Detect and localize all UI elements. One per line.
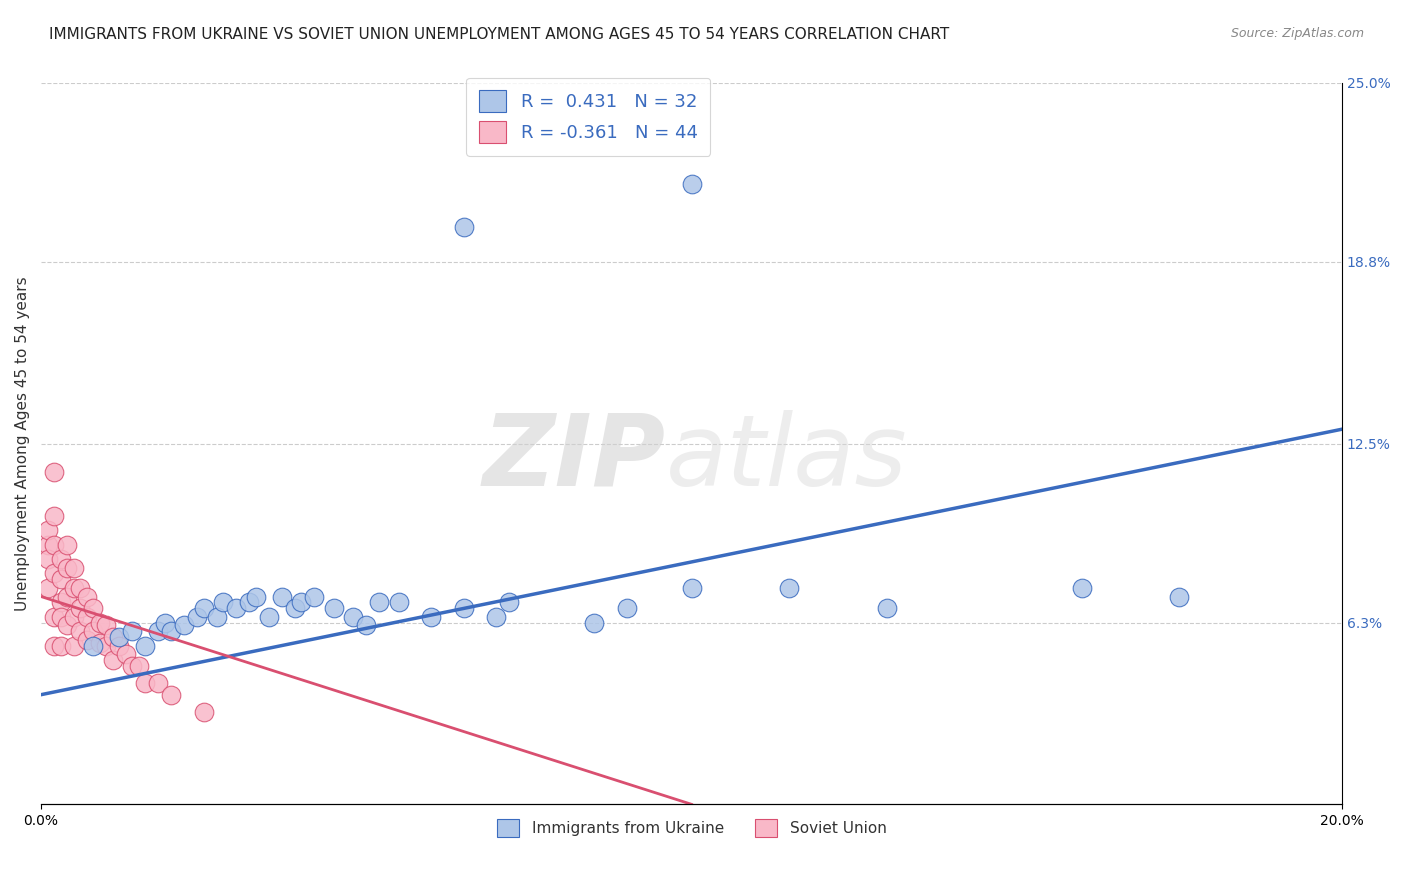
Point — [212, 595, 235, 609]
Legend: Immigrants from Ukraine, Soviet Union: Immigrants from Ukraine, Soviet Union — [491, 813, 893, 844]
Text: Source: ZipAtlas.com: Source: ZipAtlas.com — [1230, 27, 1364, 40]
Point — [453, 601, 475, 615]
Point — [62, 609, 84, 624]
Point — [108, 639, 131, 653]
Point — [49, 609, 72, 624]
Point — [1070, 581, 1092, 595]
Point — [148, 624, 170, 639]
Point — [82, 624, 104, 639]
Point — [205, 609, 228, 624]
Point — [69, 601, 91, 615]
Point — [681, 581, 703, 595]
Point — [173, 618, 195, 632]
Point — [356, 618, 378, 632]
Point — [160, 624, 183, 639]
Point — [76, 609, 98, 624]
Point — [82, 601, 104, 615]
Point — [56, 560, 79, 574]
Point — [89, 615, 111, 630]
Point — [186, 609, 208, 624]
Point — [134, 639, 156, 653]
Point — [49, 552, 72, 566]
Point — [485, 609, 508, 624]
Point — [42, 466, 65, 480]
Point — [284, 601, 307, 615]
Point — [37, 552, 59, 566]
Text: IMMIGRANTS FROM UKRAINE VS SOVIET UNION UNEMPLOYMENT AMONG AGES 45 TO 54 YEARS C: IMMIGRANTS FROM UKRAINE VS SOVIET UNION … — [49, 27, 949, 42]
Point — [42, 538, 65, 552]
Point — [49, 639, 72, 653]
Point — [37, 523, 59, 537]
Point — [368, 595, 391, 609]
Point — [82, 639, 104, 653]
Point — [101, 653, 124, 667]
Point — [193, 705, 215, 719]
Point — [778, 581, 800, 595]
Point — [270, 590, 292, 604]
Point — [62, 639, 84, 653]
Point — [62, 560, 84, 574]
Point — [62, 581, 84, 595]
Point — [148, 676, 170, 690]
Point — [114, 647, 136, 661]
Point — [108, 630, 131, 644]
Point — [153, 615, 176, 630]
Point — [616, 601, 638, 615]
Point — [42, 639, 65, 653]
Point — [453, 220, 475, 235]
Point — [128, 658, 150, 673]
Point — [238, 595, 260, 609]
Point — [56, 590, 79, 604]
Point — [69, 624, 91, 639]
Point — [342, 609, 364, 624]
Point — [876, 601, 898, 615]
Point — [69, 581, 91, 595]
Point — [96, 618, 118, 632]
Point — [681, 177, 703, 191]
Point — [56, 538, 79, 552]
Point — [42, 566, 65, 581]
Point — [304, 590, 326, 604]
Text: ZIP: ZIP — [482, 409, 665, 507]
Point — [42, 508, 65, 523]
Point — [245, 590, 267, 604]
Point — [37, 538, 59, 552]
Point — [582, 615, 605, 630]
Point — [290, 595, 312, 609]
Point — [76, 632, 98, 647]
Y-axis label: Unemployment Among Ages 45 to 54 years: Unemployment Among Ages 45 to 54 years — [15, 277, 30, 611]
Point — [89, 636, 111, 650]
Point — [101, 630, 124, 644]
Point — [76, 590, 98, 604]
Point — [160, 688, 183, 702]
Point — [121, 658, 143, 673]
Point — [420, 609, 443, 624]
Point — [498, 595, 520, 609]
Point — [322, 601, 344, 615]
Point — [225, 601, 247, 615]
Point — [257, 609, 280, 624]
Point — [1168, 590, 1191, 604]
Point — [42, 609, 65, 624]
Point — [49, 595, 72, 609]
Point — [134, 676, 156, 690]
Text: atlas: atlas — [665, 409, 907, 507]
Point — [193, 601, 215, 615]
Point — [121, 624, 143, 639]
Point — [56, 618, 79, 632]
Point — [49, 572, 72, 586]
Point — [388, 595, 411, 609]
Point — [96, 639, 118, 653]
Point — [37, 581, 59, 595]
